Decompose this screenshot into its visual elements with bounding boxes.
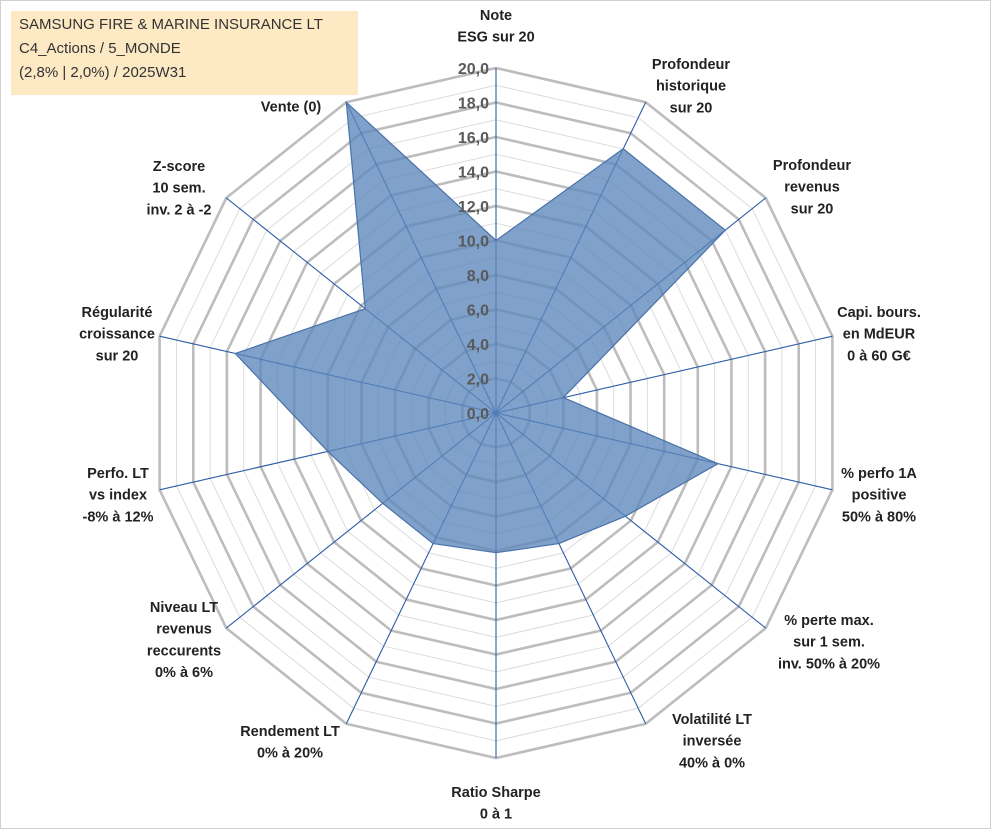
tick-label: 16,0	[458, 130, 489, 147]
axis-label-line: vs index	[89, 488, 147, 504]
axis-label: Niveau LT revenus reccurents 0% à 6%	[147, 600, 221, 681]
axis-label-line: revenus	[156, 622, 212, 638]
axis-label-line: Niveau LT	[150, 600, 218, 616]
axis-label-line: Ratio Sharpe	[451, 785, 540, 801]
tick-label: 8,0	[467, 268, 489, 285]
axis-label-line: en MdEUR	[843, 327, 916, 343]
company-name: SAMSUNG FIRE & MARINE INSURANCE LT	[19, 13, 358, 37]
axis-label: Z-score 10 sem. inv. 2 à -2	[146, 159, 211, 218]
axis-label: Perfo. LT vs index -8% à 12%	[83, 466, 154, 525]
axis-label-line: ESG sur 20	[457, 30, 534, 46]
axis-label-line: Z-score	[153, 159, 205, 175]
axis-label-line: 10 sem.	[152, 181, 205, 197]
stock-info-box: SAMSUNG FIRE & MARINE INSURANCE LT C4_Ac…	[11, 11, 358, 95]
axis-label-line: Profondeur	[773, 158, 851, 174]
tick-label: 6,0	[467, 303, 489, 320]
axis-label-line: 0% à 20%	[257, 746, 323, 762]
tick-label: 0,0	[467, 406, 489, 423]
axis-label-line: Volatilité LT	[672, 712, 752, 728]
axis-label-line: Vente (0)	[261, 99, 322, 115]
axis-label-line: Note	[480, 8, 512, 24]
axis-label: Ratio Sharpe 0 à 1	[451, 785, 540, 823]
axis-label-line: revenus	[784, 180, 840, 196]
axis-label: Profondeur historique sur 20	[652, 57, 730, 116]
axis-label-line: Perfo. LT	[87, 466, 149, 482]
axis-label-line: 50% à 80%	[842, 509, 916, 525]
axis-label-line: sur 20	[791, 201, 834, 217]
axis-label-line: 0% à 6%	[155, 665, 213, 681]
axis-label: Note ESG sur 20	[457, 8, 534, 46]
axis-label-line: % perte max.	[784, 613, 873, 629]
axis-label-line: reccurents	[147, 643, 221, 659]
axis-label-line: 40% à 0%	[679, 755, 745, 771]
tick-label: 12,0	[458, 199, 489, 216]
category-path: C4_Actions / 5_MONDE	[19, 37, 358, 61]
axis-label-line: Rendement LT	[240, 724, 340, 740]
axis-label: % perte max. sur 1 sem. inv. 50% à 20%	[778, 613, 880, 672]
axis-label: Régularité croissance sur 20	[79, 305, 155, 364]
axis-label-line: -8% à 12%	[83, 509, 154, 525]
axis-label-line: 0 à 1	[480, 807, 512, 823]
tick-label: 20,0	[458, 61, 489, 78]
axis-label: % perfo 1A positive 50% à 80%	[841, 466, 917, 525]
axis-label-line: inv. 2 à -2	[146, 202, 211, 218]
axis-label-line: sur 1 sem.	[793, 635, 865, 651]
axis-label-line: % perfo 1A	[841, 466, 917, 482]
tick-label: 10,0	[458, 234, 489, 251]
axis-label-line: inv. 50% à 20%	[778, 656, 880, 672]
tick-label: 18,0	[458, 96, 489, 113]
axis-label-line: sur 20	[670, 100, 713, 116]
axis-label-line: Capi. bours.	[837, 305, 921, 321]
axis-label-line: historique	[656, 79, 726, 95]
stats-week: (2,8% | 2,0%) / 2025W31	[19, 61, 358, 85]
axis-label-line: croissance	[79, 327, 155, 343]
axis-label-line: sur 20	[96, 348, 139, 364]
axis-label-line: Profondeur	[652, 57, 730, 73]
axis-label: Profondeur revenus sur 20	[773, 158, 851, 217]
axis-label-line: inversée	[683, 734, 742, 750]
axis-label-line: 0 à 60 G€	[847, 348, 911, 364]
axis-label: Capi. bours. en MdEUR 0 à 60 G€	[837, 305, 921, 364]
axis-label: Volatilité LT inversée 40% à 0%	[672, 712, 752, 771]
tick-label: 2,0	[467, 372, 489, 389]
axis-label-line: Régularité	[82, 305, 153, 321]
tick-label: 14,0	[458, 165, 489, 182]
axis-label-line: positive	[852, 488, 907, 504]
tick-label: 4,0	[467, 337, 489, 354]
axis-label: Rendement LT 0% à 20%	[240, 724, 340, 762]
